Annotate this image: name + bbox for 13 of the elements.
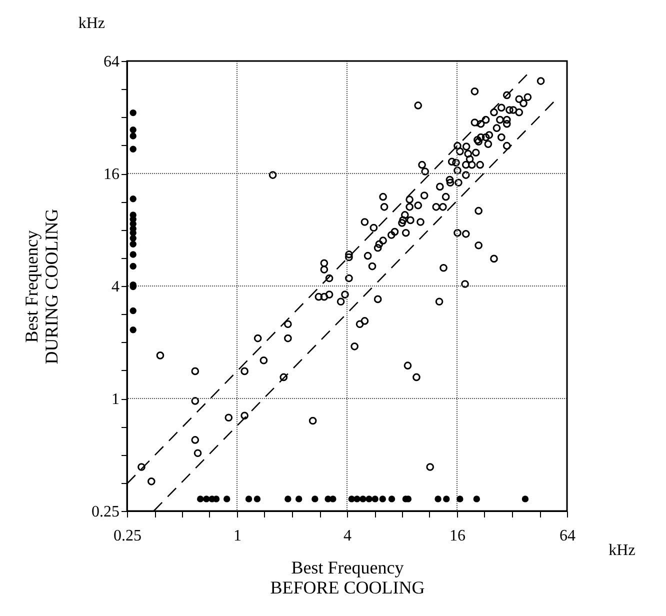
text: kHz [608,542,636,559]
y-tick-label: 4 [112,278,120,296]
x-axis-title: Best Frequency BEFORE COOLING [270,558,425,598]
x-tick-label: 16 [450,528,466,544]
x-tick-label: 64 [560,528,576,544]
y-tick-label: 0.25 [92,504,120,520]
x-tick-label: 1 [234,528,242,544]
y-tick-label: 1 [112,391,120,408]
y-tick-label: 16 [104,166,120,183]
x-tick-label: 4 [344,528,352,544]
y-axis-title: Best Frequency DURING COOLING [22,208,62,364]
y-tick-label: 64 [104,54,120,70]
text: kHz [78,15,105,32]
